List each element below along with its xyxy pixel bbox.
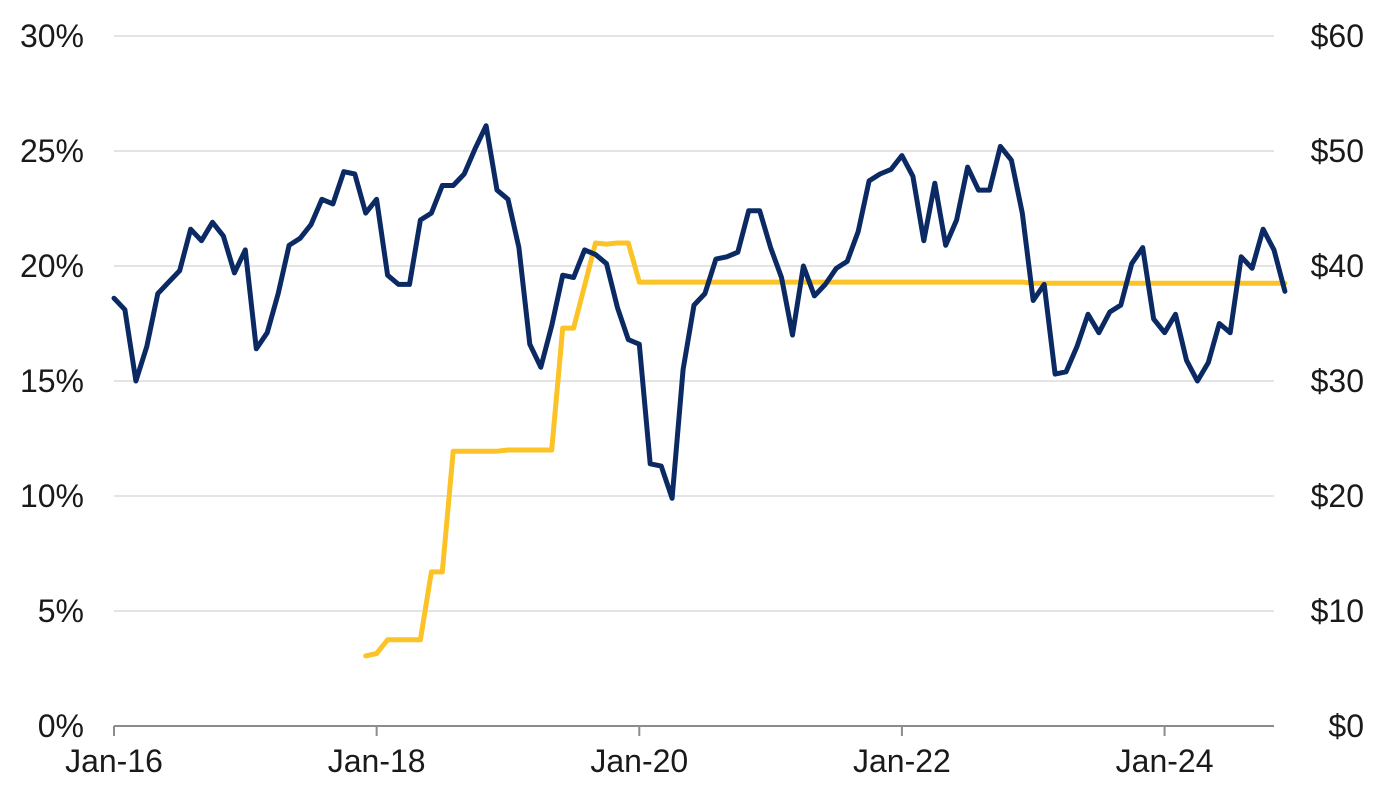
series-layer xyxy=(111,123,1288,659)
left-y-tick-label: 10% xyxy=(20,478,84,514)
right-y-tick-label: $20 xyxy=(1311,478,1364,514)
x-tick-label: Jan-24 xyxy=(1116,743,1214,779)
x-axis: Jan-16 Jan-18 Jan-20 Jan-22 Jan-24 xyxy=(65,725,1274,779)
right-y-tick-label: $0 xyxy=(1328,708,1364,744)
left-y-axis: 0% 5% 10% 15% 20% 25% 30% xyxy=(20,18,84,744)
right-y-tick-label: $10 xyxy=(1311,593,1364,629)
left-y-tick-label: 15% xyxy=(20,363,84,399)
series-line-left-axis xyxy=(111,123,1288,501)
left-y-tick-label: 0% xyxy=(38,708,84,744)
x-tick-label: Jan-20 xyxy=(590,743,688,779)
left-y-tick-label: 30% xyxy=(20,18,84,54)
series-line-right-axis xyxy=(363,240,1288,659)
right-y-tick-label: $30 xyxy=(1311,363,1364,399)
left-y-tick-label: 25% xyxy=(20,133,84,169)
horizontal-gridlines xyxy=(114,35,1274,612)
x-tick-label: Jan-22 xyxy=(853,743,951,779)
right-y-axis: $0 $10 $20 $30 $40 $50 $60 xyxy=(1311,18,1364,744)
left-y-tick-label: 20% xyxy=(20,248,84,284)
right-y-tick-label: $40 xyxy=(1311,248,1364,284)
right-y-tick-label: $50 xyxy=(1311,133,1364,169)
x-tick-label: Jan-16 xyxy=(65,743,163,779)
left-y-tick-label: 5% xyxy=(38,593,84,629)
x-tick-label: Jan-18 xyxy=(328,743,426,779)
right-y-tick-label: $60 xyxy=(1311,18,1364,54)
